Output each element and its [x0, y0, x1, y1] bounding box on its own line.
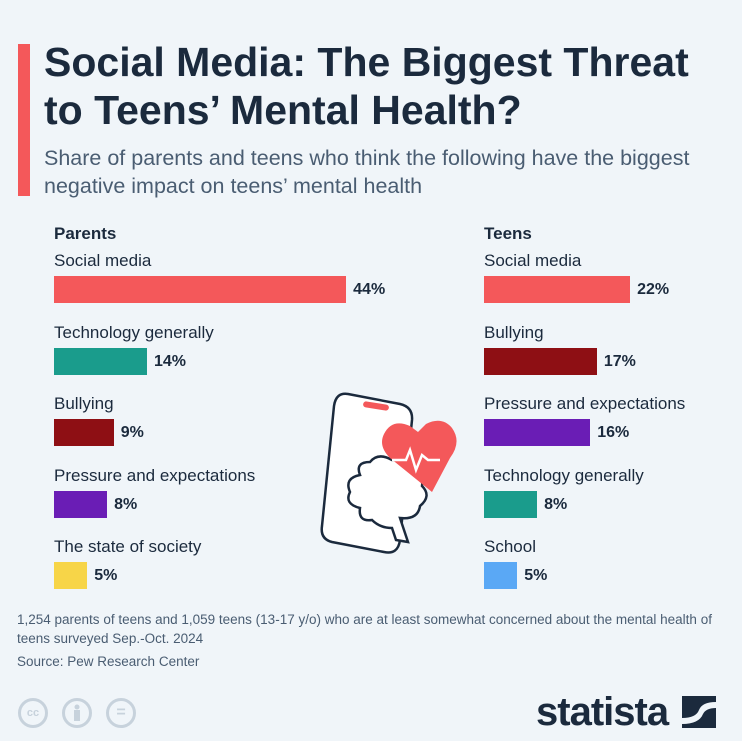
bar-value-label: 14%	[153, 352, 186, 370]
bar	[484, 562, 518, 589]
survey-note: 1,254 parents of teens and 1,059 teens (…	[17, 612, 712, 646]
bar-category-label: Bullying	[484, 322, 544, 342]
bar-category-label: Pressure and expectations	[54, 465, 256, 485]
bar-row: Social media 44%	[54, 250, 385, 310]
bar	[484, 490, 538, 518]
bar-row: School 5%	[484, 536, 742, 596]
bar-row: Pressure and expectations 16%	[484, 393, 742, 453]
bar	[484, 276, 631, 303]
teens-title: Teens	[484, 224, 532, 243]
bar-row: Technology generally 8%	[484, 465, 742, 525]
bar-category-label: The state of society	[54, 537, 202, 556]
bar	[54, 419, 114, 446]
bar-value-label: 22%	[637, 281, 670, 298]
statista-logo-text: statista	[536, 690, 669, 734]
bar-category-label: School	[484, 537, 536, 556]
heartbeat-line	[392, 446, 440, 474]
parents-panel: Parents Social media 44% Technology genera…	[54, 222, 385, 589]
bar-row: Pressure and expectations 8%	[54, 465, 354, 525]
phone-speaker	[363, 401, 389, 411]
parents-title: Parents	[54, 224, 117, 243]
bar-row: Bullying 17%	[484, 322, 742, 382]
chart-subtitle: Share of parents and teens who think the…	[44, 146, 690, 198]
bar-value-label: 5%	[524, 567, 548, 584]
bar-category-label: Technology generally	[54, 322, 214, 342]
chart-title: Social Media: The Biggest Threat to Teen…	[44, 39, 689, 133]
bar-value-label: 16%	[597, 424, 630, 441]
bar-value-label: 5%	[94, 567, 118, 584]
attribution-icon[interactable]	[62, 698, 92, 728]
bar-value-label: 44%	[353, 281, 386, 298]
bar	[54, 347, 147, 375]
bar	[54, 276, 347, 303]
creative-commons-icon[interactable]: cc	[18, 698, 48, 728]
title-accent-bar	[18, 44, 30, 196]
phone-brain-heart-illustration	[320, 392, 457, 554]
bar-category-label: Social media	[54, 251, 152, 270]
statista-logo[interactable]: statista	[536, 690, 717, 734]
bar	[484, 347, 597, 375]
bar-value-label: 8%	[544, 495, 568, 513]
source-text: Source: Pew Research Center	[17, 654, 200, 669]
bar-row: Technology generally 14%	[54, 322, 354, 382]
bar-value-label: 9%	[120, 424, 144, 441]
bar-row: Bullying 9%	[54, 393, 354, 453]
bar	[54, 490, 108, 518]
heart-icon	[382, 420, 457, 492]
brain-icon	[347, 455, 428, 544]
bar-category-label: Pressure and expectations	[484, 394, 686, 413]
bar	[54, 562, 88, 589]
teens-panel: Teens Social media 22% Bullying 17% Pressure…	[484, 222, 742, 589]
statista-logo-mark-icon	[682, 696, 717, 728]
no-derivatives-icon[interactable]: =	[106, 698, 136, 728]
bar-category-label: Technology generally	[484, 465, 644, 485]
bar-category-label: Bullying	[54, 394, 114, 413]
bar-value-label: 17%	[603, 352, 636, 370]
bar-row: Social media 22%	[484, 250, 742, 310]
bar-category-label: Social media	[484, 251, 582, 270]
bar-value-label: 8%	[114, 495, 138, 513]
bar-row: The state of society 5%	[54, 536, 354, 596]
bar	[484, 419, 591, 446]
